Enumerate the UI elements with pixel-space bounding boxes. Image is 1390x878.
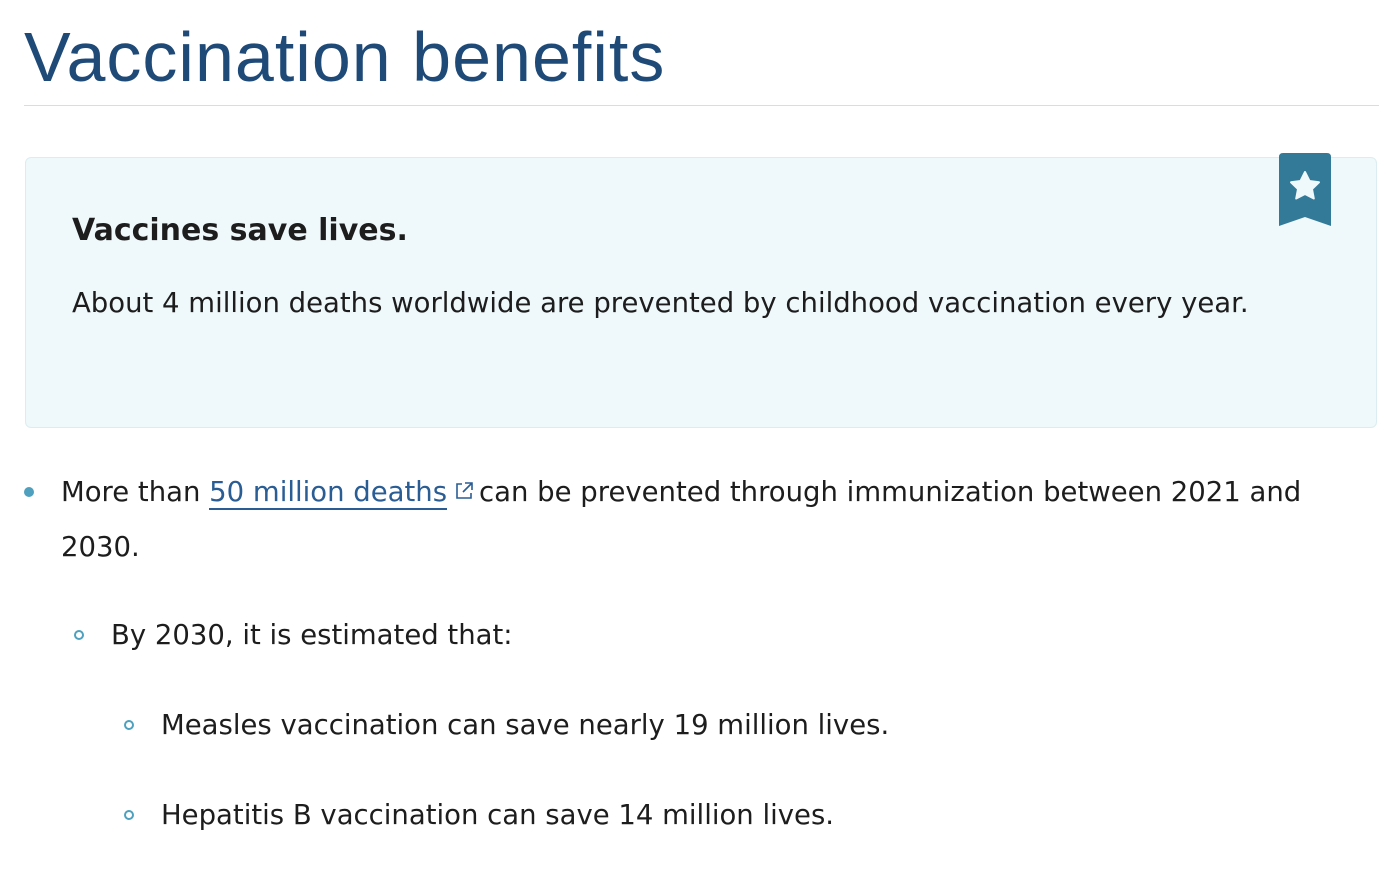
list-item: Hepatitis B vaccination can save 14 mill… (124, 788, 1364, 843)
bookmark-star-icon (1279, 153, 1331, 226)
external-link-icon (456, 482, 473, 499)
callout-text: About 4 million deaths worldwide are pre… (72, 287, 1249, 319)
callout-heading: Vaccines save lives. (72, 213, 408, 248)
circle-bullet-icon (124, 720, 134, 730)
circle-bullet-icon (124, 810, 134, 820)
page-title: Vaccination benefits (24, 18, 666, 96)
title-divider (24, 105, 1379, 106)
list-item: More than 50 million deaths can be preven… (24, 465, 1364, 843)
50-million-deaths-link[interactable]: 50 million deaths (209, 476, 448, 510)
benefits-list: More than 50 million deaths can be preven… (24, 465, 1364, 878)
circle-bullet-icon (74, 630, 84, 640)
list-item: Measles vaccination can save nearly 19 m… (124, 698, 1364, 753)
list-item: By 2030, it is estimated that: Measles v… (74, 608, 1364, 843)
bullet-icon (24, 487, 34, 497)
callout-box: Vaccines save lives. About 4 million dea… (25, 153, 1377, 428)
